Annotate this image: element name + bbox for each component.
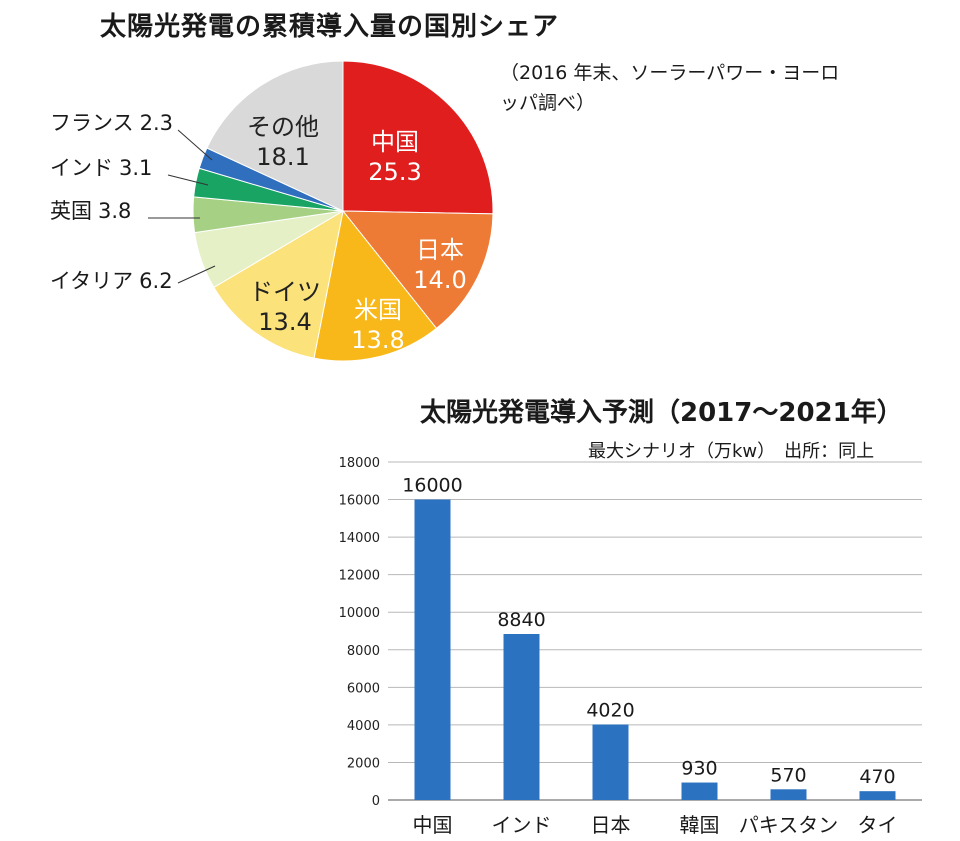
bar-chart-title: 太陽光発電導入予測（2017〜2021年） xyxy=(420,398,903,428)
pie-slice-0 xyxy=(342,60,494,215)
pie-callout-6: インド 3.1 xyxy=(50,156,152,180)
x-category-label-3: 韓国 xyxy=(680,813,720,837)
pie-slice-value-0: 25.3 xyxy=(368,158,421,186)
pie-slice-label-2: 米国 xyxy=(354,296,402,324)
y-tick-label-1: 2000 xyxy=(347,756,380,771)
pie-slice-value-7: 2.3 xyxy=(140,111,173,135)
pie-slice-8 xyxy=(206,60,344,212)
pie-callout-line-7 xyxy=(177,129,213,161)
bar-0 xyxy=(414,499,451,800)
bar-1 xyxy=(503,634,540,800)
pie-callout-4: イタリア 6.2 xyxy=(50,269,173,293)
pie-slice-value-5: 3.8 xyxy=(98,199,131,223)
y-tick-label-0: 0 xyxy=(372,794,380,809)
y-tick-label-6: 12000 xyxy=(339,569,380,584)
y-tick-label-8: 16000 xyxy=(339,494,380,509)
bar-2 xyxy=(592,724,629,800)
bar-value-label-5: 470 xyxy=(859,766,895,788)
x-category-label-4: パキスタン xyxy=(739,813,838,837)
pie-callout-5: 英国 3.8 xyxy=(50,199,131,223)
pie-slice-value-3: 13.4 xyxy=(258,308,311,336)
bar-value-label-3: 930 xyxy=(681,758,717,780)
pie-slice-label-4: イタリア xyxy=(50,269,133,293)
bar-chart-subtitle: 最大シナリオ（万kw） 出所：同上 xyxy=(588,441,875,462)
bar-value-label-1: 8840 xyxy=(497,609,545,631)
pie-slice-value-2: 13.8 xyxy=(351,326,404,354)
pie-callout-line-6 xyxy=(167,174,209,186)
y-tick-label-5: 10000 xyxy=(339,606,380,621)
y-tick-label-7: 14000 xyxy=(339,531,380,546)
pie-slice-label-7: フランス xyxy=(50,111,134,135)
pie-slice-2 xyxy=(313,209,438,362)
y-tick-label-2: 4000 xyxy=(347,719,380,734)
y-tick-label-9: 18000 xyxy=(339,456,380,471)
bar-4 xyxy=(770,789,807,800)
x-category-label-5: タイ xyxy=(858,813,898,837)
bar-5 xyxy=(859,791,896,800)
pie-chart-source-note: （2016 年末、ソーラーパワー・ヨーロッパ調べ） xyxy=(500,62,840,114)
pie-slice-value-6: 3.1 xyxy=(119,156,152,180)
x-category-label-1: インド xyxy=(492,813,552,837)
x-category-label-0: 中国 xyxy=(413,813,453,837)
pie-slice-label-8: その他 xyxy=(247,113,319,141)
pie-slice-3 xyxy=(213,210,344,359)
pie-slice-1 xyxy=(341,210,494,330)
bar-value-label-0: 16000 xyxy=(402,475,462,497)
pie-slice-value-1: 14.0 xyxy=(413,266,466,294)
y-tick-label-4: 8000 xyxy=(347,644,380,659)
pie-slice-label-6: インド xyxy=(50,156,113,180)
y-tick-label-3: 6000 xyxy=(347,681,380,696)
pie-slice-value-4: 6.2 xyxy=(139,269,172,293)
bar-value-label-4: 570 xyxy=(770,764,806,786)
pie-slice-value-8: 18.1 xyxy=(256,143,309,171)
pie-slice-label-1: 日本 xyxy=(416,236,464,264)
x-category-label-2: 日本 xyxy=(591,813,631,837)
pie-callout-7: フランス 2.3 xyxy=(50,111,173,135)
pie-slice-label-3: ドイツ xyxy=(249,278,321,306)
pie-slice-label-5: 英国 xyxy=(50,199,92,223)
pie-chart-title: 太陽光発電の累積導入量の国別シェア xyxy=(100,12,560,42)
pie-callout-line-4 xyxy=(177,265,216,284)
bar-3 xyxy=(681,782,718,800)
bar-value-label-2: 4020 xyxy=(586,700,634,722)
pie-slice-label-0: 中国 xyxy=(371,128,419,156)
